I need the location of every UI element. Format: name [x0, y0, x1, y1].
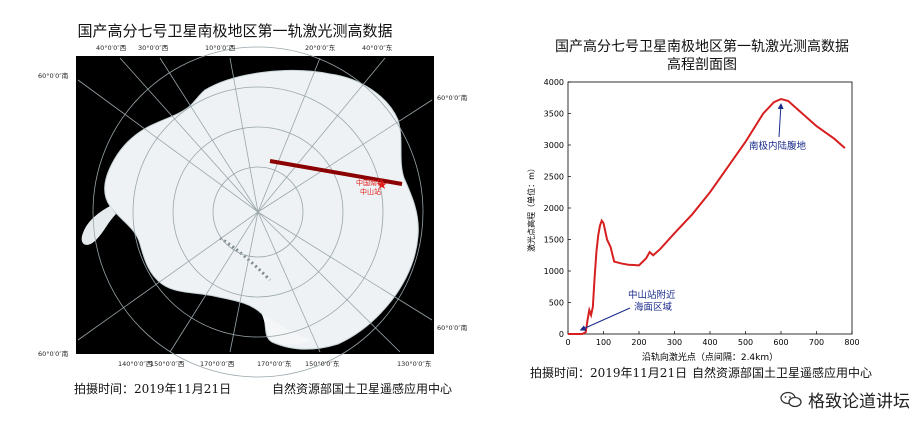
- map-title: 国产高分七号卫星南极地区第一轨激光测高数据: [77, 22, 393, 40]
- antarctica-map: ★ 中国南极 中山站 40°0′0″西 30°0′0″西 10°0′0″西 20…: [38, 43, 468, 378]
- annotation-arrow-inland: [777, 103, 784, 138]
- y-tick-label: 4000: [544, 78, 564, 87]
- watermark: 格致论道讲坛: [780, 387, 910, 412]
- x-axis-label: 沿轨向激光点（点间隔：2.4km）: [642, 351, 778, 363]
- lat-label-right-bottom: 60°0′0″南: [437, 323, 468, 332]
- annotation-inland: 南极内陆腹地: [749, 140, 807, 152]
- mountain-range: [219, 236, 272, 282]
- chart-footer-org: 自然资源部国土卫星遥感应用中心: [692, 366, 873, 380]
- plot-frame: [567, 81, 853, 335]
- lon-label-top-4: 20°0′0″东: [305, 43, 336, 52]
- lon-label-bottom-4: 170°0′0″东: [257, 359, 292, 368]
- lon-label-top-2: 30°0′0″西: [138, 44, 169, 52]
- x-tick-label: 800: [844, 338, 859, 347]
- map-footer-date: 拍摄时间：2019年11月21日: [74, 382, 232, 396]
- chart-title: 国产高分七号卫星南极地区第一轨激光测高数据: [555, 39, 849, 55]
- map-footer-org: 自然资源部国土卫星遥感应用中心: [272, 382, 453, 396]
- y-tick-label: 2000: [544, 204, 564, 213]
- x-tick-label: 700: [809, 338, 824, 347]
- lon-label-top-3: 10°0′0″西: [205, 44, 236, 52]
- y-tick-label: 1000: [544, 267, 564, 276]
- y-tick-label: 0: [559, 330, 564, 339]
- chart-subtitle: 高程剖面图: [667, 57, 737, 73]
- y-axis-label: 激光点高程（单位：m）: [526, 164, 536, 252]
- lon-label-top-1: 40°0′0″西: [96, 44, 127, 52]
- station-label-line2: 中山站: [360, 187, 381, 196]
- station-label-line1: 中国南极: [356, 178, 384, 187]
- y-tick-label: 3500: [544, 110, 564, 119]
- meridian-lines: [77, 57, 433, 353]
- x-tick-label: 500: [738, 338, 753, 347]
- y-tick-label: 2500: [544, 173, 564, 182]
- lon-label-top-5: 40°0′0″东: [362, 43, 393, 52]
- x-tick-label: 400: [702, 338, 717, 347]
- y-tick-label: 1500: [544, 236, 564, 245]
- x-tick-label: 100: [596, 338, 611, 347]
- chart-panel: 国产高分七号卫星南极地区第一轨激光测高数据 高程剖面图 0 500 1000 1500…: [480, 0, 924, 430]
- laser-track: [269, 159, 403, 186]
- lat-label-left-top: 60°0′0″南: [38, 71, 69, 80]
- map-panel: 国产高分七号卫星南极地区第一轨激光测高数据: [38, 22, 468, 396]
- lon-label-bottom-6: 130°0′0″东: [397, 359, 432, 368]
- ice-shelf: [262, 314, 312, 345]
- antarctic-peninsula: [81, 206, 116, 245]
- lat-label-right-top: 60°0′0″南: [437, 93, 468, 102]
- lon-label-bottom-5: 150°0′0″东: [305, 359, 340, 368]
- annotation-arrow-sea: [579, 307, 631, 331]
- x-tick-label: 300: [667, 338, 682, 347]
- lon-label-bottom-3: 170°0′0″西: [200, 360, 235, 368]
- x-tick-label: 200: [631, 338, 646, 347]
- annotation-sea-line1: 中山站附近: [628, 289, 676, 301]
- lon-label-bottom-1: 140°0′0″西: [118, 360, 153, 368]
- elevation-profile-chart: 0 500 1000 1500 2000 2500 3000 3500 4000 0 100 200…: [526, 78, 860, 363]
- lon-label-bottom-2: 150°0′0″西: [150, 360, 185, 368]
- y-tick-label: 3000: [544, 141, 564, 150]
- latitude-circles: [92, 46, 424, 378]
- y-tick-label: 500: [549, 299, 564, 308]
- chart-footer-date: 拍摄时间：2019年11月21日: [530, 366, 688, 380]
- annotation-sea-line2: 海面区域: [634, 301, 673, 313]
- lat-label-left-bottom: 60°0′0″南: [38, 349, 69, 358]
- x-tick-label: 600: [773, 338, 788, 347]
- watermark-text: 格致论道讲坛: [808, 392, 910, 412]
- elevation-series-line: [568, 97, 846, 335]
- wechat-icon: [780, 391, 802, 407]
- x-tick-label: 0: [565, 338, 570, 347]
- station-star-icon: ★: [376, 178, 388, 193]
